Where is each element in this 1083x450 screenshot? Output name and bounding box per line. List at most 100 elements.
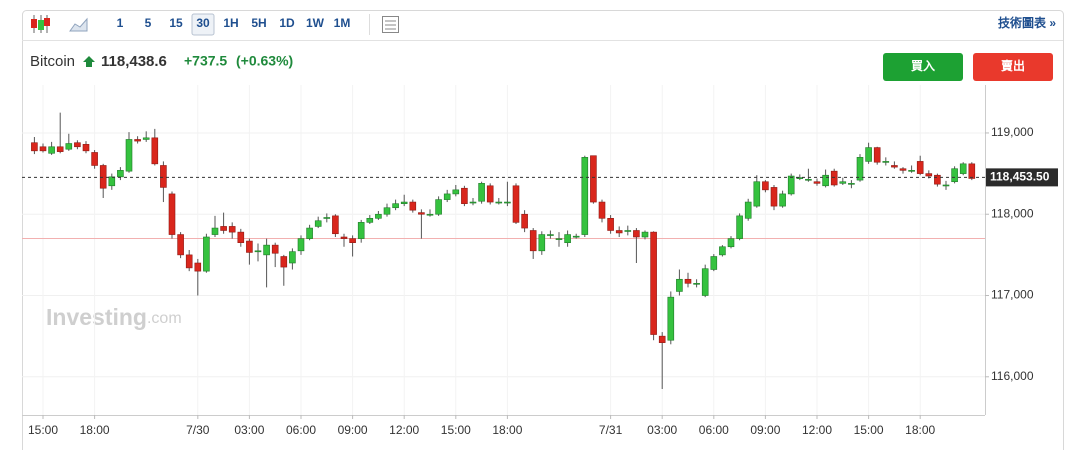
candle-body: [426, 213, 434, 216]
interval-option[interactable]: 1H: [223, 16, 238, 30]
candles: [22, 112, 985, 389]
tech-chart-link[interactable]: 技術圖表 »: [998, 15, 1056, 30]
y-tick-label: 116,000: [991, 369, 1034, 383]
candle-body: [779, 193, 786, 207]
candle-body: [615, 230, 623, 234]
change: +737.5: [184, 53, 227, 69]
x-tick-label: 18:00: [492, 423, 522, 437]
candle-body: [56, 146, 64, 152]
candle-body: [125, 139, 133, 172]
x-tick-label: 03:00: [234, 423, 264, 437]
interval-option[interactable]: 1: [117, 16, 124, 30]
interval-option[interactable]: 5H: [251, 16, 266, 30]
buy-label[interactable]: 買入: [911, 59, 935, 73]
candle-body: [108, 176, 116, 187]
candle-body: [813, 181, 821, 184]
sell-button[interactable]: [973, 53, 1053, 81]
candle-body: [908, 170, 915, 172]
candle-body: [504, 201, 511, 204]
candle-body: [891, 165, 898, 168]
candle-body: [521, 213, 528, 229]
candle-body: [392, 203, 399, 209]
candle-body: [418, 212, 425, 215]
candle-body: [882, 161, 890, 163]
interval-option[interactable]: 30: [196, 16, 210, 30]
buy-button[interactable]: [883, 53, 963, 81]
active-interval-box: [191, 13, 215, 36]
candle-body: [572, 235, 580, 238]
x-tick-label: 06:00: [286, 423, 316, 437]
candle-body: [667, 296, 675, 341]
candle-body: [650, 231, 657, 335]
candle-body: [658, 335, 666, 343]
candle-body: [512, 185, 520, 223]
candle-body: [547, 234, 554, 236]
interval-option[interactable]: 1W: [306, 16, 325, 30]
candle-body: [349, 238, 356, 243]
grid: [22, 85, 985, 415]
candle-body: [676, 278, 683, 292]
x-tick-label: 06:00: [699, 423, 729, 437]
y-tick-label: 118,000: [991, 206, 1034, 220]
candle-body: [340, 236, 348, 239]
candle-body: [168, 193, 176, 235]
candle-body: [237, 231, 245, 243]
candle-body: [289, 251, 296, 264]
sell-label[interactable]: 賣出: [1000, 58, 1025, 73]
candle-body: [581, 157, 589, 235]
candle-body: [538, 234, 546, 252]
candle-body: [633, 230, 640, 238]
candle-body: [701, 268, 709, 296]
candle-body: [220, 226, 227, 231]
candle-body: [271, 244, 279, 254]
x-tick-label: 18:00: [80, 423, 110, 437]
candle-body: [719, 246, 726, 256]
candle-body: [753, 181, 761, 207]
candle-body: [624, 230, 632, 232]
indicator-icon[interactable]: [382, 16, 399, 33]
axes: 116,000 117,000 118,000 119,000 15:00 18:00 7/…: [28, 125, 1058, 437]
candle-body: [74, 142, 81, 148]
candle-body: [796, 177, 804, 179]
candle-body: [959, 163, 967, 174]
frame: [22, 10, 1064, 450]
candle-body: [805, 178, 812, 181]
candle-body: [916, 161, 924, 174]
candle-body: [693, 283, 700, 285]
x-tick-label: 7/30: [186, 423, 210, 437]
candle-body: [99, 165, 107, 189]
candle-body: [366, 218, 374, 223]
candle-body: [134, 139, 141, 142]
candle-body: [435, 199, 442, 215]
candle-body: [297, 238, 305, 252]
candle-body: [684, 278, 692, 284]
candle-body: [770, 187, 778, 207]
interval-option[interactable]: 5: [145, 16, 152, 30]
candle-body: [400, 201, 408, 204]
candle-body: [91, 152, 98, 166]
candle-body: [357, 222, 365, 239]
candle-body: [839, 181, 847, 184]
candle-body: [203, 236, 210, 272]
interval-bar: 1 5 15 30 1H 5H 1D 1W 1M: [117, 13, 351, 36]
interval-option[interactable]: 1D: [279, 16, 295, 30]
candle-body: [375, 213, 382, 219]
candle-body: [160, 165, 167, 188]
x-tick-label: 09:00: [338, 423, 368, 437]
interval-option[interactable]: 1M: [334, 16, 351, 30]
area-icon[interactable]: [69, 17, 88, 32]
candle-body: [856, 157, 864, 181]
x-tick-label: 12:00: [802, 423, 832, 437]
candle-body: [82, 144, 90, 152]
candle-body: [822, 174, 829, 187]
candle-body: [461, 187, 468, 204]
watermark-brand: Investing: [46, 304, 147, 330]
candle-icon[interactable]: [31, 15, 50, 33]
x-tick-label: 18:00: [905, 423, 935, 437]
y-tick-label: 117,000: [991, 288, 1034, 302]
candle-body: [848, 183, 855, 185]
interval-option[interactable]: 15: [169, 16, 183, 30]
candle-body: [443, 193, 451, 200]
candle-body: [39, 146, 47, 152]
